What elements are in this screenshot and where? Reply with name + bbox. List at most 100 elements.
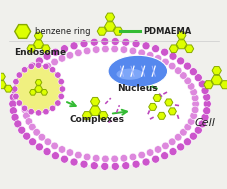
Circle shape	[187, 118, 194, 125]
Circle shape	[189, 112, 197, 119]
Circle shape	[110, 45, 118, 53]
Circle shape	[176, 143, 184, 151]
Polygon shape	[184, 45, 193, 53]
Circle shape	[25, 118, 32, 125]
Polygon shape	[89, 106, 100, 116]
Circle shape	[66, 52, 73, 59]
Circle shape	[54, 72, 61, 78]
Polygon shape	[34, 32, 42, 39]
Circle shape	[161, 142, 168, 150]
Polygon shape	[82, 112, 91, 120]
Polygon shape	[4, 85, 12, 92]
Polygon shape	[98, 112, 107, 120]
Polygon shape	[211, 67, 220, 75]
Circle shape	[200, 87, 208, 94]
Ellipse shape	[116, 69, 143, 80]
Circle shape	[202, 107, 210, 115]
Circle shape	[74, 49, 82, 57]
Polygon shape	[35, 86, 42, 92]
Circle shape	[22, 88, 30, 96]
Circle shape	[141, 158, 149, 166]
Circle shape	[14, 120, 22, 128]
Circle shape	[60, 45, 68, 53]
Polygon shape	[90, 98, 99, 105]
Circle shape	[43, 52, 51, 60]
Circle shape	[14, 80, 22, 88]
Circle shape	[54, 100, 61, 106]
Polygon shape	[41, 90, 47, 95]
Circle shape	[28, 63, 34, 70]
Circle shape	[131, 160, 139, 168]
Circle shape	[11, 87, 19, 94]
Circle shape	[174, 67, 181, 74]
Circle shape	[187, 83, 194, 90]
Circle shape	[21, 106, 29, 114]
Circle shape	[70, 42, 78, 50]
Circle shape	[66, 149, 73, 156]
Circle shape	[21, 100, 28, 108]
Text: Nucleus: Nucleus	[117, 84, 158, 93]
Circle shape	[16, 100, 22, 106]
Text: Complexes: Complexes	[69, 115, 124, 124]
Circle shape	[58, 78, 64, 85]
Circle shape	[183, 138, 191, 146]
Circle shape	[179, 129, 186, 136]
Circle shape	[154, 146, 161, 153]
Circle shape	[28, 77, 36, 85]
Circle shape	[21, 67, 28, 73]
Circle shape	[60, 155, 68, 163]
Circle shape	[28, 108, 34, 115]
Circle shape	[9, 100, 17, 108]
Circle shape	[90, 38, 98, 46]
Circle shape	[25, 83, 32, 90]
Circle shape	[42, 108, 49, 115]
Circle shape	[9, 107, 17, 115]
Circle shape	[101, 45, 109, 53]
Circle shape	[23, 68, 30, 76]
Circle shape	[38, 133, 45, 141]
Circle shape	[183, 123, 191, 131]
Circle shape	[44, 62, 52, 70]
Circle shape	[15, 65, 62, 113]
Circle shape	[101, 155, 109, 163]
Circle shape	[22, 112, 30, 119]
Circle shape	[202, 93, 210, 101]
Circle shape	[51, 58, 58, 66]
Circle shape	[197, 80, 205, 88]
Circle shape	[120, 154, 127, 162]
Circle shape	[111, 162, 119, 170]
Circle shape	[38, 67, 45, 74]
Polygon shape	[104, 22, 115, 31]
Circle shape	[28, 123, 36, 131]
Circle shape	[51, 142, 58, 150]
Circle shape	[33, 129, 40, 136]
Circle shape	[168, 148, 176, 156]
Polygon shape	[153, 94, 160, 101]
Circle shape	[193, 74, 201, 82]
Circle shape	[151, 155, 159, 163]
Circle shape	[80, 160, 88, 168]
Circle shape	[141, 42, 149, 50]
Circle shape	[190, 106, 198, 114]
Circle shape	[100, 162, 108, 170]
Circle shape	[151, 45, 159, 53]
Circle shape	[18, 126, 26, 134]
Circle shape	[29, 138, 36, 146]
Circle shape	[200, 113, 208, 121]
Circle shape	[193, 126, 201, 134]
Circle shape	[179, 72, 186, 79]
Circle shape	[51, 152, 59, 160]
Circle shape	[13, 78, 19, 85]
Polygon shape	[113, 27, 122, 35]
Polygon shape	[33, 40, 43, 49]
Circle shape	[35, 110, 42, 116]
Circle shape	[21, 105, 28, 112]
Circle shape	[183, 62, 191, 70]
Circle shape	[74, 151, 82, 159]
Circle shape	[191, 100, 199, 108]
Polygon shape	[176, 32, 185, 39]
Polygon shape	[30, 90, 36, 95]
Circle shape	[111, 37, 119, 46]
Circle shape	[58, 55, 65, 62]
Text: benzene ring: benzene ring	[35, 27, 90, 36]
